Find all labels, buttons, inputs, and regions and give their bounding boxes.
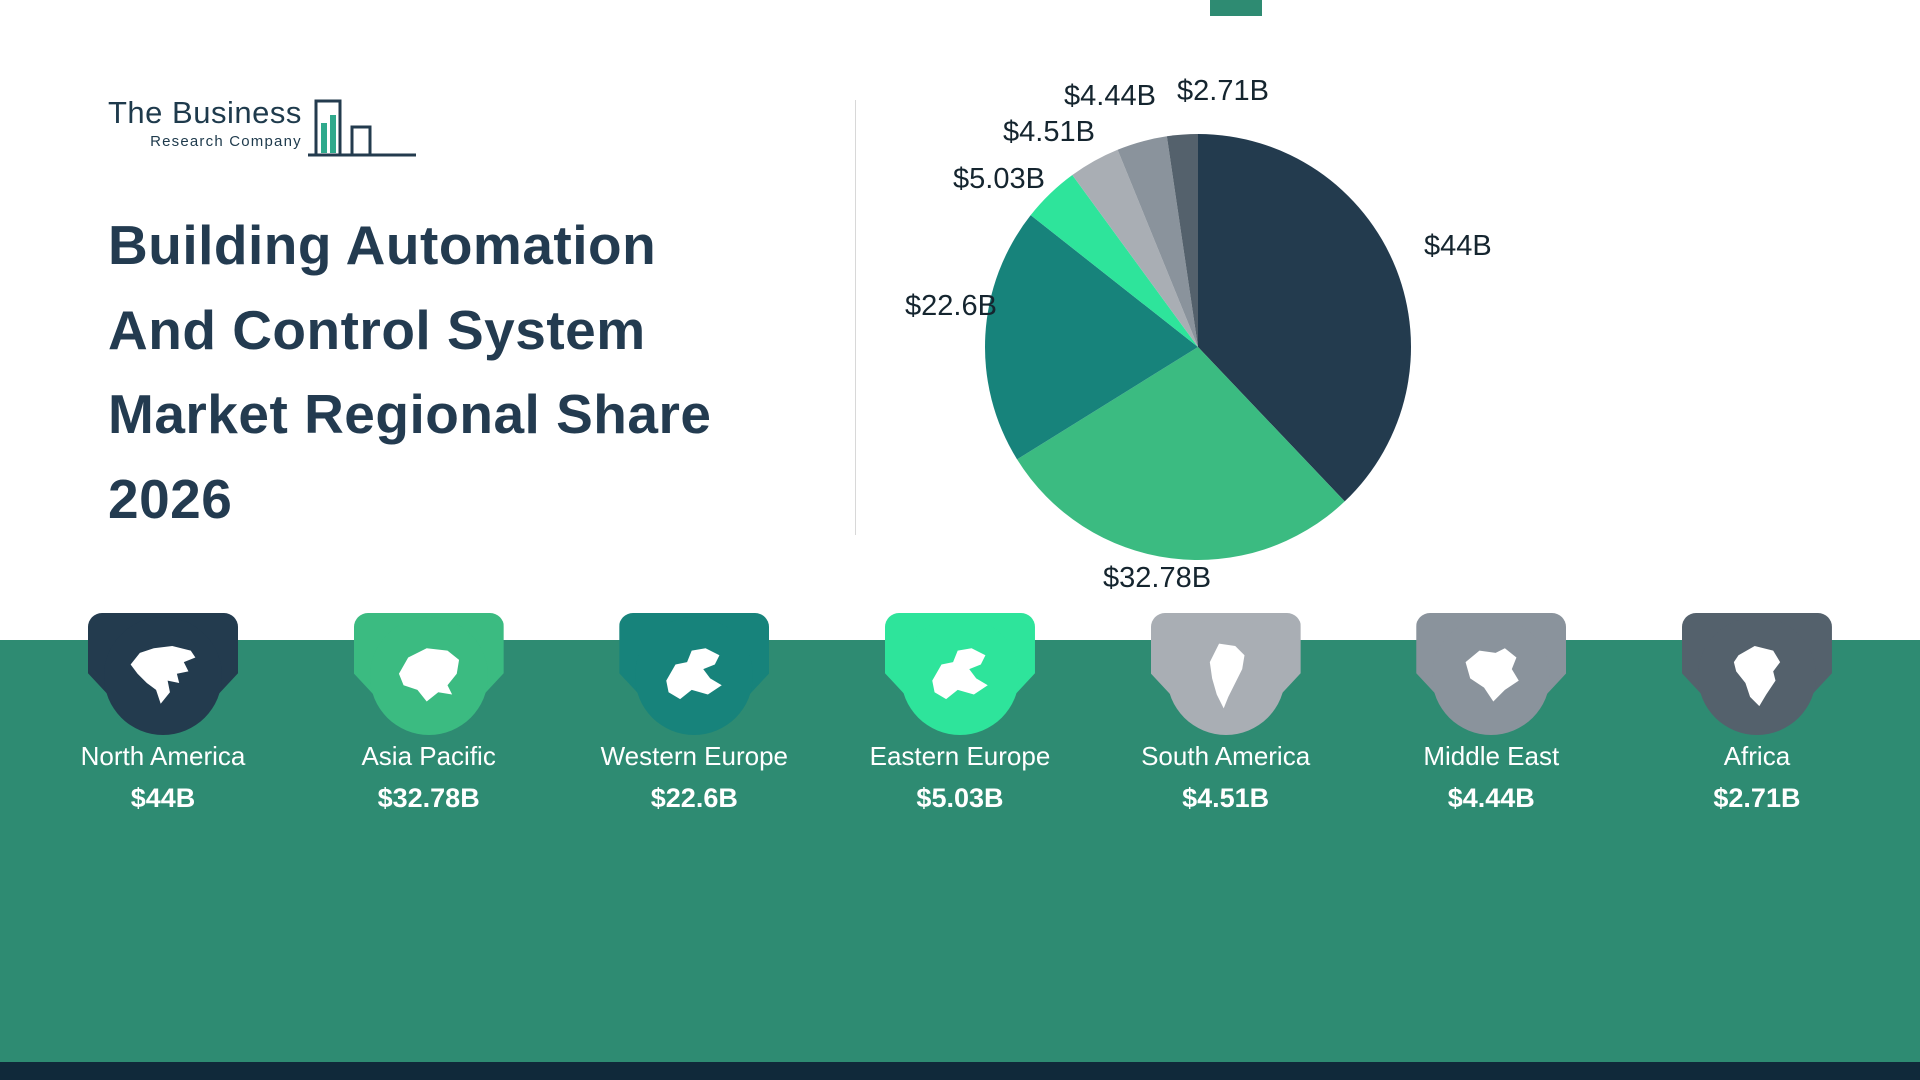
region-value: $44B	[130, 783, 196, 813]
western-europe-icon	[666, 648, 723, 700]
region-name: North America	[80, 741, 246, 771]
region-value: $2.71B	[1713, 783, 1801, 813]
region-badge-asia-pacific: Asia Pacific $32.78B	[327, 613, 531, 823]
south-america-icon	[1209, 643, 1245, 709]
pie-value-label-eastern-europe: $5.03B	[953, 163, 1045, 195]
eastern-europe-icon	[932, 648, 988, 700]
region-badge-eastern-europe: Eastern Europe $5.03B	[858, 613, 1062, 823]
region-name: Western Europe	[600, 741, 789, 771]
logo-bars-icon	[307, 99, 416, 157]
region-name: Eastern Europe	[869, 741, 1051, 771]
logo-text: The Business Research Company	[108, 95, 302, 150]
region-badge-africa: Africa $2.71B	[1655, 613, 1859, 823]
title-line: Building Automation	[108, 214, 657, 276]
region-name: Asia Pacific	[361, 741, 496, 771]
region-value: $32.78B	[377, 783, 480, 813]
badge-circle	[1166, 617, 1285, 735]
page-title: Building Automation And Control System M…	[108, 203, 711, 542]
badge-circle	[1432, 617, 1551, 735]
region-badge-western-europe: Western Europe $22.6B	[592, 613, 796, 823]
region-value: $5.03B	[916, 783, 1004, 813]
region-name: Middle East	[1423, 741, 1560, 771]
pie-chart	[983, 132, 1413, 562]
pie-slice-south-america	[1072, 149, 1198, 347]
bottom-strip	[0, 1062, 1920, 1080]
pie-value-label-asia-pacific: $32.78B	[1103, 562, 1212, 594]
badge-circle	[635, 617, 754, 735]
logo-subtitle: Research Company	[150, 133, 302, 150]
pie-value-label-western-europe: $22.6B	[905, 290, 997, 322]
title-line: Market Regional Share	[108, 383, 712, 446]
region-name: Africa	[1723, 741, 1791, 771]
region-value: $4.44B	[1447, 783, 1535, 813]
vertical-divider	[855, 100, 856, 535]
pie-slice-middle-east	[1117, 136, 1198, 347]
pie-svg	[984, 134, 1412, 561]
region-badges-row: North America $44B Asia Pacific $32.78B …	[61, 613, 1859, 823]
pie-slice-africa	[1166, 134, 1198, 347]
badge-circle	[900, 617, 1019, 735]
region-name: South America	[1141, 741, 1311, 771]
pie-slice-eastern-europe	[1030, 175, 1198, 347]
company-logo: The Business Research Company	[108, 95, 418, 159]
africa-icon	[1733, 645, 1781, 707]
asia-pacific-icon	[398, 648, 459, 702]
pie-value-label-north-america: $44B	[1424, 230, 1492, 262]
region-badge-south-america: South America $4.51B	[1124, 613, 1328, 823]
region-value: $4.51B	[1182, 783, 1270, 813]
middle-east-icon	[1465, 648, 1520, 702]
pie-value-label-south-america: $4.51B	[1003, 116, 1095, 148]
title-line: 2026	[108, 468, 233, 531]
pie-slice-asia-pacific	[1017, 347, 1345, 561]
top-accent-tab	[1210, 0, 1262, 16]
badge-circle	[1697, 617, 1816, 735]
pie-value-label-middle-east: $4.44B	[1064, 80, 1156, 112]
pie-value-label-africa: $2.71B	[1177, 75, 1269, 107]
region-badge-middle-east: Middle East $4.44B	[1389, 613, 1593, 823]
pie-slice-north-america	[1198, 134, 1412, 502]
north-america-icon	[130, 645, 196, 704]
badge-circle	[104, 617, 222, 735]
logo-title: The Business	[108, 95, 302, 130]
badge-circle	[369, 617, 488, 735]
region-badge-north-america: North America $44B	[61, 613, 265, 823]
region-value: $22.6B	[650, 783, 738, 813]
pie-slice-western-europe	[984, 215, 1198, 460]
title-line: And Control System	[108, 298, 646, 361]
